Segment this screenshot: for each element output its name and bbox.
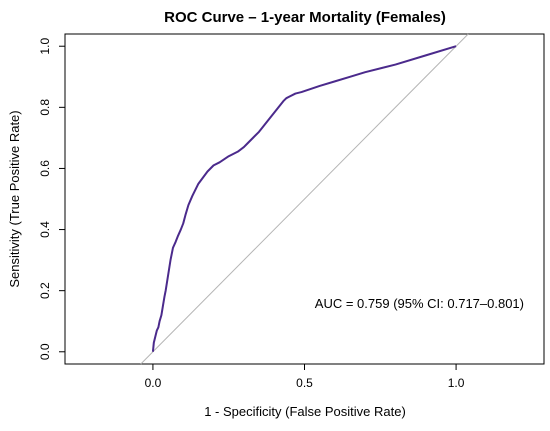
y-axis-label: Sensitivity (True Positive Rate) [7,110,22,287]
reference-diagonal-line [140,33,469,365]
x-tick-label: 1.0 [448,376,465,390]
series-layer [140,33,469,365]
y-tick-label: 0.0 [38,343,52,360]
x-axis-ticks: 0.0 0.5 1.0 [145,364,465,390]
auc-annotation: AUC = 0.759 (95% CI: 0.717–0.801) [315,296,524,311]
y-tick-label: 1.0 [38,38,52,55]
y-tick-label: 0.8 [38,99,52,116]
y-tick-label: 0.6 [38,160,52,177]
chart-title: ROC Curve – 1-year Mortality (Females) [164,9,446,26]
roc-curve-line [151,45,457,352]
x-tick-label: 0.5 [296,376,313,390]
y-tick-label: 0.4 [38,221,52,238]
y-axis-ticks: 0.0 0.2 0.4 0.6 0.8 1.0 [38,38,65,360]
x-tick-label: 0.0 [145,376,162,390]
x-axis-label: 1 - Specificity (False Positive Rate) [204,404,406,419]
y-tick-label: 0.2 [38,282,52,299]
